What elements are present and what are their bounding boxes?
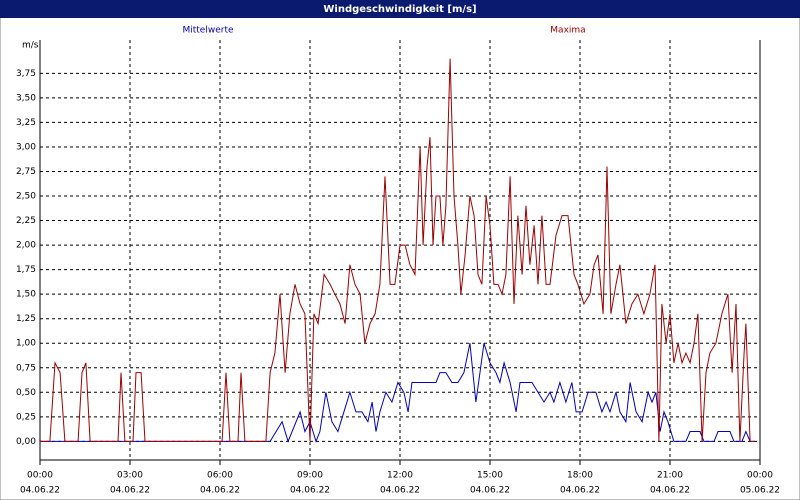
y-tick-label: 2,75 — [16, 167, 36, 177]
chart-title: Windgeschwindigkeit [m/s] — [323, 4, 476, 15]
x-tick-label: 18:00 — [567, 471, 593, 481]
x-tick-date: 04.06.22 — [470, 486, 510, 496]
y-tick-label: 0,25 — [16, 412, 36, 422]
y-tick-label: 0,00 — [16, 437, 36, 447]
x-tick-date: 04.06.22 — [650, 486, 690, 496]
x-tick-label: 09:00 — [297, 471, 323, 481]
y-tick-label: 2,00 — [16, 241, 36, 251]
x-tick-date: 04.06.22 — [110, 486, 150, 496]
x-tick-date: 04.06.22 — [200, 486, 240, 496]
y-tick-label: 1,25 — [16, 314, 36, 324]
x-tick-date: 05.06.22 — [740, 486, 780, 496]
y-tick-label: 0,75 — [16, 363, 36, 373]
y-tick-label: 3,50 — [16, 93, 36, 103]
data-line — [40, 343, 755, 443]
legend-entry: Maxima — [550, 26, 585, 36]
x-tick-label: 12:00 — [387, 471, 413, 481]
y-tick-label: 3,75 — [16, 69, 36, 79]
x-tick-date: 04.06.22 — [20, 486, 60, 496]
y-tick-label: 2,50 — [16, 192, 36, 202]
y-tick-label: 0,50 — [16, 388, 36, 398]
x-tick-label: 21:00 — [657, 471, 683, 481]
x-tick-label: 00:00 — [27, 471, 53, 481]
y-tick-label: 1,00 — [16, 339, 36, 349]
legend-entry: Mittelwerte — [182, 26, 233, 36]
x-tick-label: 00:00 — [747, 471, 773, 481]
x-tick-label: 06:00 — [207, 471, 233, 481]
data-line — [40, 58, 755, 442]
x-tick-date: 04.06.22 — [560, 486, 600, 496]
y-tick-label: 3,00 — [16, 142, 36, 152]
y-tick-label: 2,25 — [16, 216, 36, 226]
x-tick-label: 03:00 — [117, 471, 143, 481]
x-tick-date: 04.06.22 — [290, 486, 330, 496]
y-tick-label: 1,75 — [16, 265, 36, 275]
title-bar — [0, 0, 800, 18]
y-tick-label: 1,50 — [16, 290, 36, 300]
x-tick-label: 15:00 — [477, 471, 503, 481]
x-tick-date: 04.06.22 — [380, 486, 420, 496]
y-tick-label: 3,25 — [16, 118, 36, 128]
y-axis-label: m/s — [22, 41, 39, 51]
